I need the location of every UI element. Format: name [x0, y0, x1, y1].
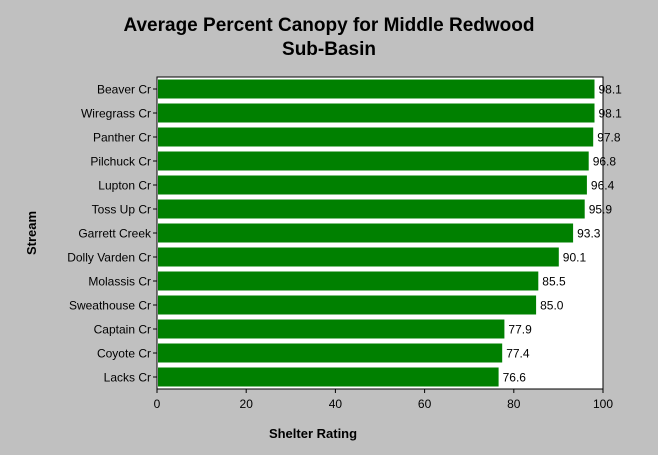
bar — [158, 247, 559, 267]
bar — [158, 319, 505, 339]
x-axis: 0 20 40 60 80 100 — [154, 389, 613, 411]
bar-value-label: 76.6 — [503, 371, 527, 385]
bar — [158, 127, 594, 147]
y-tick-label: Sweathouse Cr — [69, 299, 151, 313]
y-tick-label: Garrett Creek — [78, 227, 152, 241]
y-tick-label: Pilchuck Cr — [90, 155, 151, 169]
bar — [158, 271, 539, 291]
y-axis: Beaver Cr Wiregrass Cr Panther Cr Pilchuck … — [67, 83, 157, 385]
bar-value-label: 97.8 — [597, 131, 621, 145]
bar — [158, 367, 499, 387]
bar-value-label: 77.9 — [508, 323, 532, 337]
x-tick-label: 60 — [418, 397, 432, 411]
bar — [158, 103, 595, 123]
bars-layer: 98.1 98.1 97.8 96.8 96.4 95.9 93.3 90.1 85.5 85.0… — [158, 79, 623, 387]
x-tick-label: 0 — [154, 397, 161, 411]
x-tick-label: 100 — [593, 397, 613, 411]
y-tick-label: Lacks Cr — [104, 371, 151, 385]
bar-value-label: 98.1 — [599, 107, 623, 121]
chart-title-block: Average Percent Canopy for Middle Redwoo… — [0, 14, 658, 62]
bar-value-label: 98.1 — [599, 83, 623, 97]
bar — [158, 343, 503, 363]
y-axis-title: Stream — [24, 211, 39, 255]
bar-value-label: 85.5 — [542, 275, 566, 289]
bar-value-label: 93.3 — [577, 227, 601, 241]
bar — [158, 151, 589, 171]
y-tick-label: Toss Up Cr — [92, 203, 151, 217]
y-tick-label: Captain Cr — [94, 323, 151, 337]
x-tick-label: 40 — [329, 397, 343, 411]
bar-value-label: 77.4 — [506, 347, 530, 361]
bar-value-label: 95.9 — [589, 203, 613, 217]
bar-value-label: 85.0 — [540, 299, 564, 313]
bar — [158, 79, 595, 99]
bar-value-label: 90.1 — [563, 251, 587, 265]
y-tick-label: Dolly Varden Cr — [67, 251, 151, 265]
bar — [158, 223, 574, 243]
y-tick-label: Molassis Cr — [88, 275, 151, 289]
y-tick-label: Wiregrass Cr — [81, 107, 151, 121]
y-tick-label: Panther Cr — [93, 131, 151, 145]
chart-subtitle: Sub-Basin — [282, 39, 376, 60]
bar-value-label: 96.8 — [593, 155, 617, 169]
bar-value-label: 96.4 — [591, 179, 615, 193]
x-tick-label: 80 — [507, 397, 521, 411]
x-tick-label: 20 — [240, 397, 254, 411]
y-tick-label: Coyote Cr — [97, 347, 151, 361]
bar — [158, 175, 587, 195]
y-tick-label: Lupton Cr — [98, 179, 151, 193]
x-axis-title: Shelter Rating — [269, 426, 357, 441]
bar — [158, 199, 585, 219]
chart-title: Average Percent Canopy for Middle Redwoo… — [123, 15, 535, 36]
bar — [158, 295, 537, 315]
y-tick-label: Beaver Cr — [97, 83, 151, 97]
